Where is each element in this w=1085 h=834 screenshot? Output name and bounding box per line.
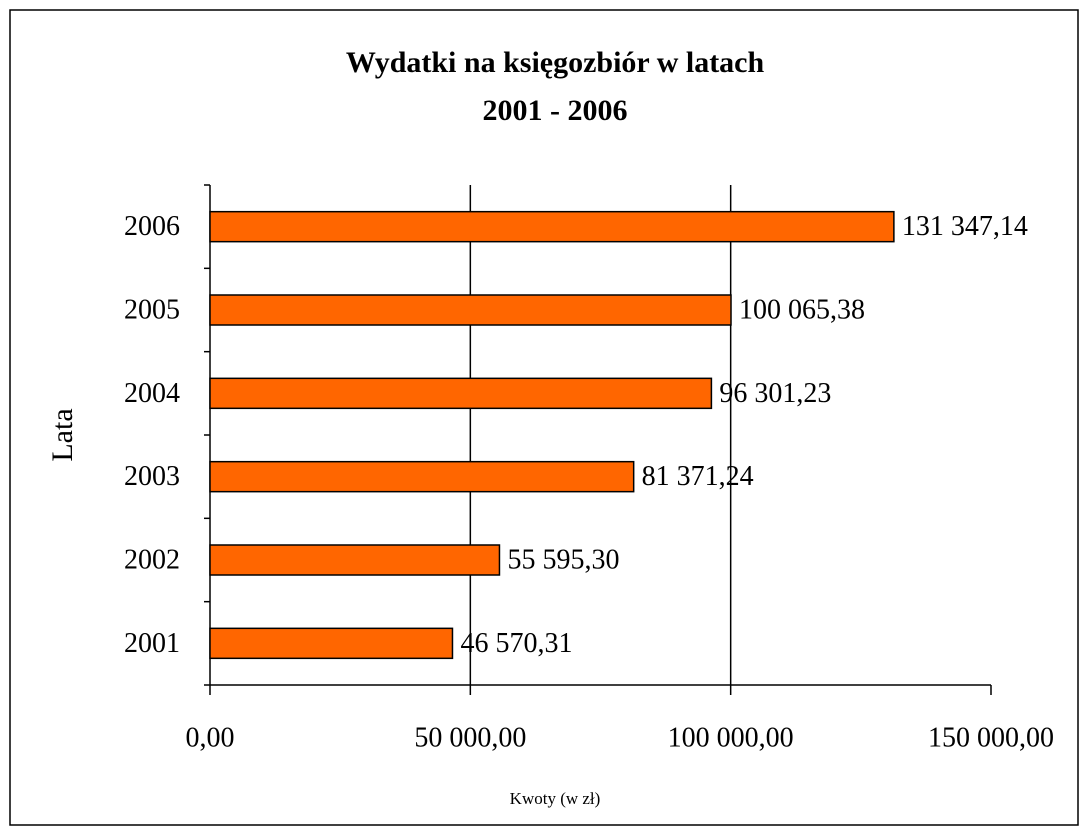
bar [209, 544, 501, 576]
data-label: 100 065,38 [739, 294, 865, 325]
y-tick-label: 2005 [124, 294, 180, 325]
y-tick-label: 2003 [124, 461, 180, 492]
data-label: 46 570,31 [460, 628, 572, 659]
chart-subtitle: 2001 - 2006 [483, 94, 628, 127]
x-axis-label: Kwoty (w zł) [510, 789, 601, 808]
x-tick-label: 100 000,00 [668, 722, 794, 753]
data-label: 131 347,14 [902, 211, 1028, 242]
bar [209, 377, 713, 410]
bar [209, 460, 635, 493]
y-tick-label: 2006 [124, 211, 180, 242]
chart-border [9, 9, 1079, 826]
bar [209, 294, 732, 326]
x-tick-label: 0,00 [186, 722, 235, 753]
bar [209, 627, 454, 660]
data-label: 81 371,24 [642, 461, 754, 492]
x-tick-label: 150 000,00 [928, 722, 1054, 753]
x-tick-label: 50 000,00 [414, 722, 526, 753]
y-tick-label: 2002 [124, 544, 180, 575]
bar [209, 210, 895, 243]
y-tick-label: 2001 [124, 628, 180, 659]
y-tick-label: 2004 [124, 378, 180, 409]
y-axis-label: Lata [46, 408, 79, 461]
data-label: 96 301,23 [719, 378, 831, 409]
chart-title: Wydatki na księgozbiór w latach [346, 46, 765, 79]
data-label: 55 595,30 [507, 544, 619, 575]
